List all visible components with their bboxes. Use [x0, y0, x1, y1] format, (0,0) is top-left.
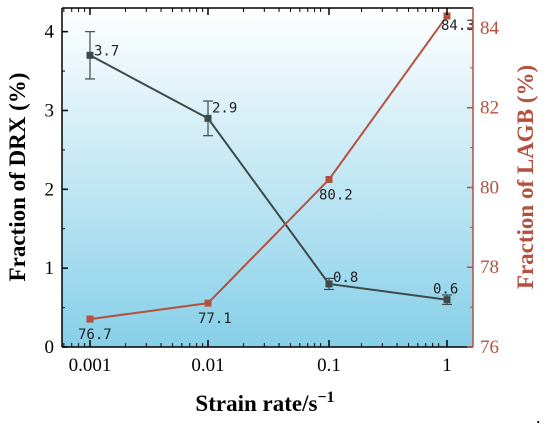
series-1-data-label: 77.1	[198, 311, 232, 327]
y-axis-title-right: Fraction of LAGB (%)	[513, 65, 538, 289]
series-1-data-label: 84.3	[441, 18, 475, 34]
series-0-marker	[325, 280, 333, 288]
series-0-marker	[204, 114, 212, 122]
x-tick-label: 0.001	[69, 355, 112, 376]
series-1-marker	[325, 175, 333, 183]
series-0-data-label: 3.7	[94, 43, 119, 59]
series-0-marker	[443, 296, 451, 304]
y-left-tick-label: 0	[45, 337, 55, 358]
plot-background	[62, 8, 473, 347]
series-0-line	[89, 54, 448, 301]
series-1-marker	[204, 299, 212, 307]
x-tick-label: 0.01	[191, 355, 224, 376]
series-0-data-label: 0.6	[433, 282, 458, 298]
y-right-tick-label: 84	[480, 18, 500, 39]
y-axis-title-left: Fraction of DRX (%)	[5, 73, 30, 282]
y-left-tick-label: 4	[45, 22, 55, 43]
series-0-data-label: 0.8	[333, 270, 358, 286]
y-left-tick-label: 1	[45, 258, 55, 279]
x-axis-title-superscript: −1	[317, 389, 334, 406]
y-left-tick-label: 2	[45, 179, 55, 200]
series-0-data-label: 2.9	[212, 100, 237, 116]
series-1-line	[89, 15, 448, 321]
series-1-marker	[443, 12, 451, 20]
axes-layer: 0 1 2 3 4 76 78 80 82 84 0.001 0.01 0.1 1	[45, 7, 500, 376]
x-tick-label: 0.1	[317, 355, 341, 376]
trailing-period: .	[536, 407, 541, 427]
x-tick-label: 1	[442, 355, 452, 376]
series-layer: 3.7 2.9 0.8 0.6 76.7 77.1 80.2 84.3	[78, 12, 475, 343]
series-1-data-label: 76.7	[78, 327, 112, 343]
series-1-data-label: 80.2	[319, 187, 353, 203]
x-axis-title: Strain rate/s−1	[195, 389, 334, 416]
y-right-tick-label: 80	[480, 177, 499, 198]
y-left-tick-label: 3	[45, 100, 55, 121]
y-right-tick-label: 78	[480, 257, 499, 278]
x-axis-title-main: Strain rate/s	[195, 391, 317, 416]
series-0-marker	[86, 51, 94, 59]
y-right-tick-label: 76	[480, 337, 499, 358]
y-right-tick-label: 82	[480, 98, 499, 119]
series-1-marker	[86, 315, 94, 323]
